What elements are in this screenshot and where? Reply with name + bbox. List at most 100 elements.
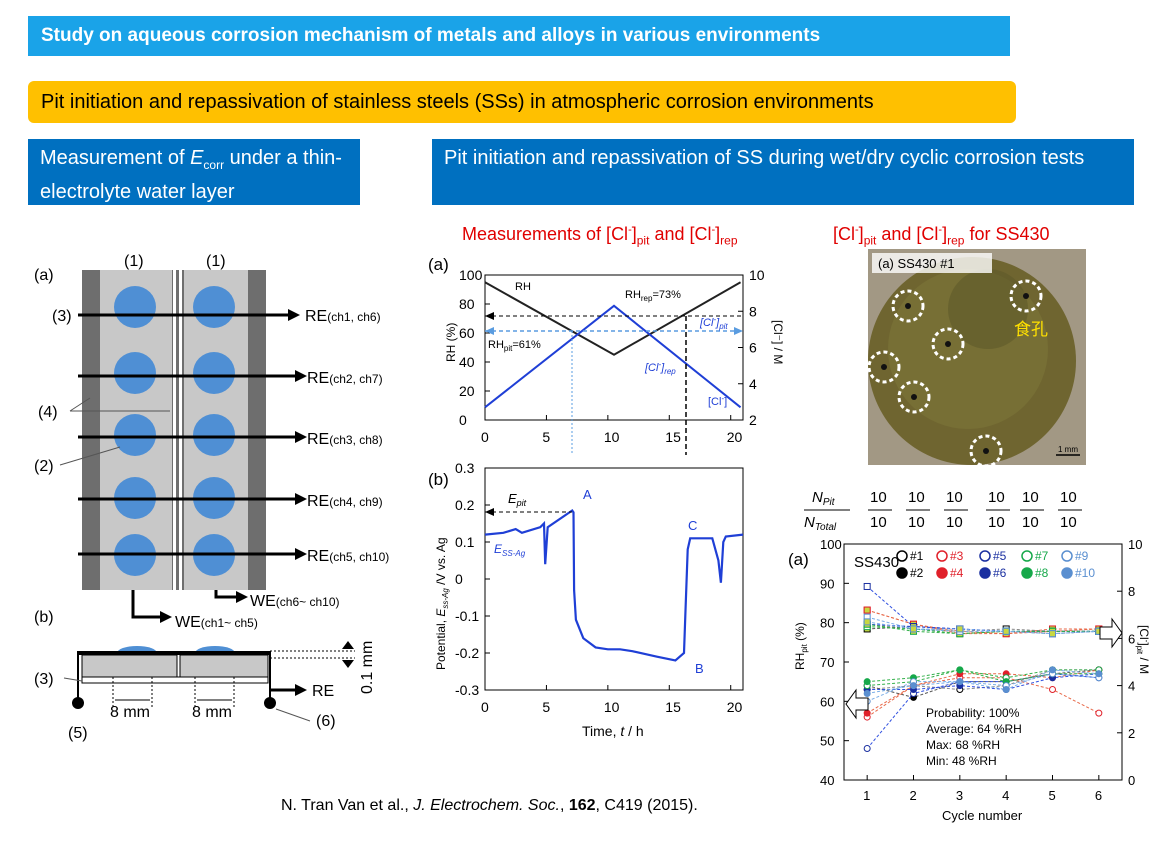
y-tick-label: 100	[820, 537, 842, 552]
pit-label: 食孔	[1014, 320, 1048, 339]
potential-time-chart: (b) 0 5 10 15 20 0.3 0.2 0.1 0 -0.1 -0.2 -0.3 Poten…	[428, 460, 744, 739]
ratio-numerator: 10	[1022, 489, 1039, 506]
legend-marker	[896, 567, 908, 579]
chart-c-y2label: [Cl-]pit / M	[1135, 625, 1151, 674]
citation: N. Tran Van et al., J. Electrochem. Soc.…	[281, 797, 698, 814]
stat-line: Max: 68 %RH	[926, 738, 1000, 752]
cl-series-line	[867, 609, 1099, 635]
re-wires	[78, 313, 295, 556]
left-axis-arrow	[845, 688, 869, 720]
rh-series-line	[867, 669, 1099, 687]
rh-point	[1049, 686, 1056, 694]
chart-c-ylabel: RHpit (%)	[793, 622, 809, 670]
series-cl-line	[484, 304, 742, 409]
rh-point	[1002, 686, 1010, 694]
right-section-header: Pit initiation and repassivation of SS d…	[432, 139, 1134, 205]
cl-point	[863, 582, 871, 590]
chart-c-title: SS430	[854, 554, 899, 571]
point-b-label: B	[695, 661, 704, 676]
x-tick-label: 15	[665, 699, 681, 715]
electrode-setup-diagram: (a) (1) (1) RE(ch1, ch6) RE(ch2, ch7) RE…	[34, 253, 389, 742]
legend-label: #7	[1035, 549, 1049, 563]
cl-point	[956, 625, 964, 633]
y2-tick-label: 4	[749, 376, 757, 392]
label-b: (b)	[34, 609, 54, 626]
ratio-denominator: 10	[946, 514, 963, 531]
y2-tick-label: 2	[749, 412, 757, 428]
cl-point	[1049, 630, 1056, 638]
x-tick-label: 5	[1049, 788, 1056, 803]
y2-tick-label: 0	[1128, 773, 1135, 788]
chart-a-y2label: [Cl⁻] / M	[771, 320, 785, 364]
rh-series-line	[867, 669, 1099, 698]
cl-point	[1002, 627, 1010, 635]
label-5: (5)	[68, 725, 88, 742]
photo-caption: (a) SS430 #1	[878, 256, 955, 271]
svg-text:WE(ch1~ ch5): WE(ch1~ ch5)	[175, 614, 258, 631]
y-tick-label: 0	[459, 412, 467, 428]
electrode-spots	[114, 286, 235, 576]
label-6: (6)	[316, 713, 336, 730]
y-tick-label: 50	[820, 734, 834, 749]
cl-series-line	[866, 586, 1099, 632]
dim-01mm: 0.1 mm	[359, 641, 376, 694]
legend-marker	[1061, 567, 1073, 579]
y2-tick-label: 10	[1128, 537, 1142, 552]
x-tick-label: 0	[481, 699, 489, 715]
legend-marker	[936, 567, 948, 579]
label-3b: (3)	[34, 671, 54, 688]
chart-c-xlabel: Cycle number	[942, 808, 1023, 823]
y2-tick-label: 6	[1128, 631, 1135, 646]
ratio-denominator: 10	[908, 514, 925, 531]
ann-cl: [Cl-]	[708, 394, 727, 408]
cl-point	[863, 618, 871, 626]
legend-marker	[1061, 550, 1073, 562]
rh-series-line	[866, 669, 1099, 714]
rh-pit-cycle-chart: (a) 1 2 3 4 5 6 40 50 60 70 80 90 100 0 2 4 6 8 10 RHpit (…	[788, 537, 1151, 823]
legend-marker	[936, 550, 948, 562]
re-arrowheads	[288, 309, 307, 560]
point-a-label: A	[583, 487, 592, 502]
legend-label: #6	[993, 566, 1007, 580]
x-tick-label: 4	[1002, 788, 1009, 803]
ratio-denominator: 10	[1022, 514, 1039, 531]
cl-point	[863, 606, 871, 614]
y-tick-label: -0.2	[455, 645, 479, 661]
y-tick-label: 70	[820, 655, 834, 670]
label-1a: (1)	[124, 253, 144, 270]
x-tick-label: 6	[1095, 788, 1102, 803]
subtitle-banner: Pit initiation and repassivation of stai…	[28, 81, 1016, 123]
ratio-numerator: 10	[988, 489, 1005, 506]
legend-label: #4	[950, 566, 964, 580]
y-tick-label: -0.1	[455, 608, 479, 624]
chart-a-ylabel: RH (%)	[444, 323, 458, 362]
legend-label: #5	[993, 549, 1007, 563]
point-c-label: C	[688, 518, 697, 533]
ratio-num-label: NPit	[812, 489, 836, 508]
cl-series-line	[867, 621, 1099, 635]
ann-rh-pit: RHpit=61%	[488, 339, 541, 353]
ann-e-ss-ag: ESS-Ag	[494, 542, 526, 558]
x-tick-label: 5	[542, 699, 550, 715]
svg-text:WE(ch6~ ch10): WE(ch6~ ch10)	[250, 593, 339, 610]
stat-line: Min: 48 %RH	[926, 754, 997, 768]
y-tick-label: -0.3	[455, 682, 479, 698]
we-wires	[131, 590, 236, 619]
legend-label: #10	[1075, 566, 1095, 580]
svg-text:RE(ch1, ch6): RE(ch1, ch6)	[305, 308, 381, 325]
rh-point	[863, 689, 871, 697]
legend-label: #1	[910, 549, 924, 563]
x-tick-label: 20	[727, 429, 743, 445]
x-tick-label: 2	[910, 788, 917, 803]
x-tick-label: 0	[481, 429, 489, 445]
stat-line: Average: 64 %RH	[926, 722, 1022, 736]
y2-tick-label: 6	[749, 340, 757, 356]
ratio-row: NPit NTotal 10 10 10 10 10 10 10 10 10 10 10 10	[804, 489, 1082, 533]
x-tick-label: 3	[956, 788, 963, 803]
legend-marker	[979, 567, 991, 579]
legend-marker	[1021, 567, 1033, 579]
ratio-numerator: 10	[908, 489, 925, 506]
ratio-numerator: 10	[1060, 489, 1077, 506]
ann-rh: RH	[515, 281, 531, 293]
rh-point	[863, 745, 871, 753]
